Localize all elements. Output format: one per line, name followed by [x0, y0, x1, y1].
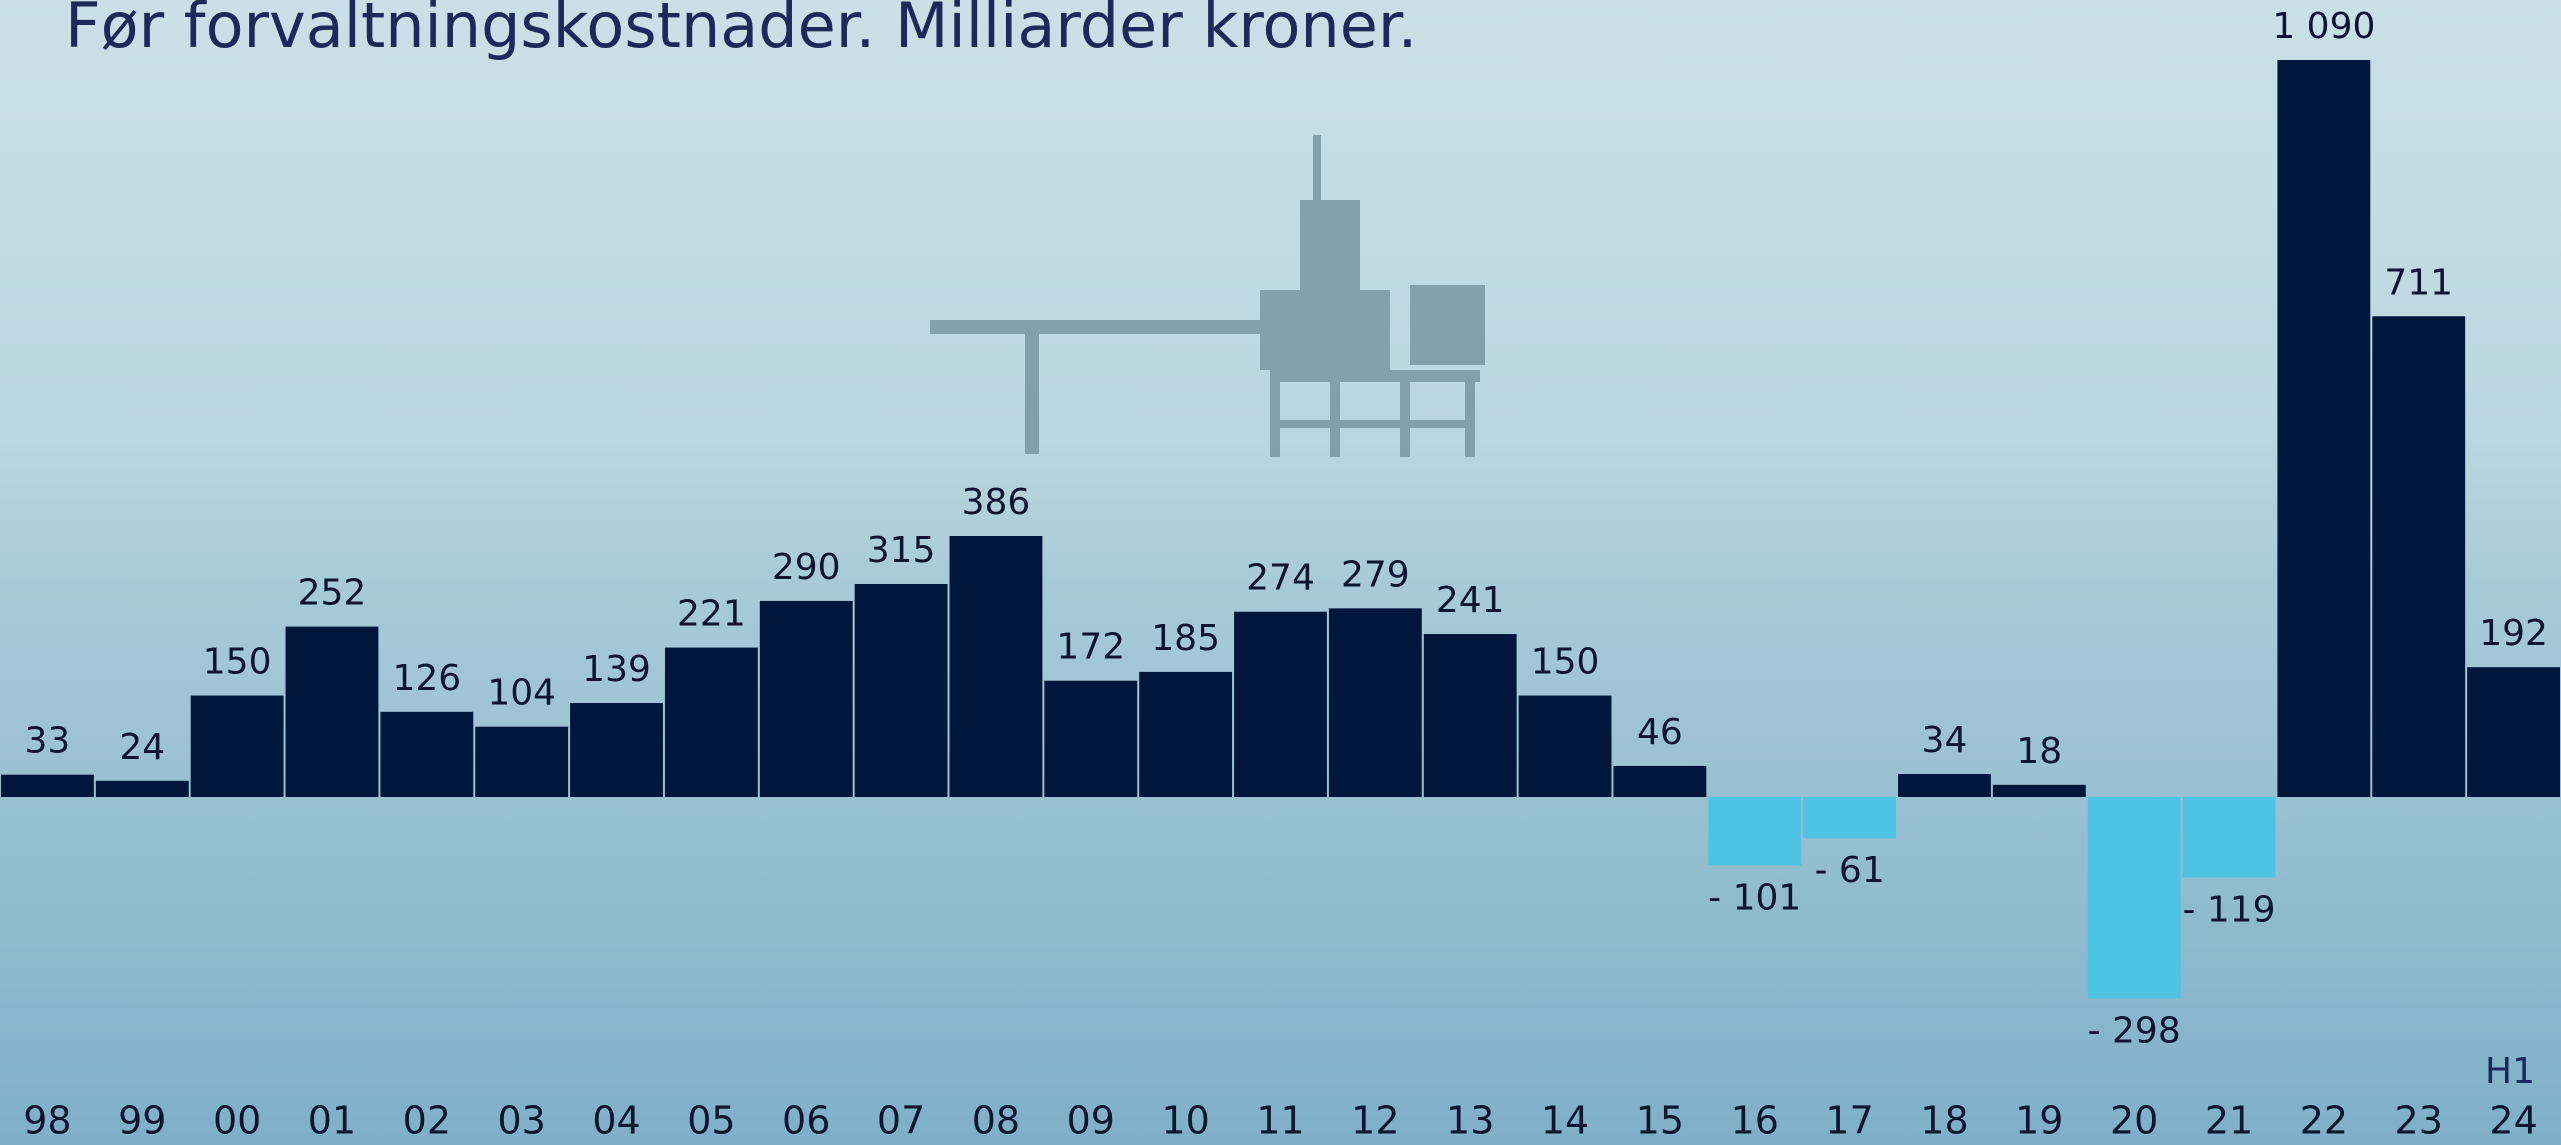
value-label: 386 — [962, 482, 1031, 523]
value-label: 46 — [1637, 712, 1683, 753]
x-tick-label: 01 — [308, 1099, 356, 1143]
bar — [1044, 680, 1138, 797]
bar — [285, 626, 379, 797]
x-tick-label: 03 — [498, 1099, 546, 1143]
value-label: 104 — [487, 673, 556, 714]
value-label: 185 — [1151, 618, 1220, 659]
x-tick-label: 11 — [1256, 1099, 1304, 1143]
x-tick-label: 12 — [1351, 1099, 1399, 1143]
x-tick-label: 05 — [687, 1099, 735, 1143]
bar — [2182, 797, 2276, 878]
x-tick-label: 99 — [118, 1099, 166, 1143]
bar — [570, 703, 663, 797]
annotation: H1 — [2485, 1051, 2535, 1092]
bar — [2467, 667, 2560, 797]
bar — [2277, 60, 2371, 797]
value-label: 274 — [1246, 558, 1315, 599]
x-tick-label: 18 — [1920, 1099, 1968, 1143]
bar — [2372, 316, 2466, 797]
bar — [190, 695, 284, 797]
x-tick-label: 10 — [1161, 1099, 1209, 1143]
bar — [1708, 797, 1802, 866]
x-tick-label: 98 — [23, 1099, 71, 1143]
value-label: - 298 — [2088, 1010, 2181, 1051]
bar — [759, 600, 853, 797]
oil-platform — [930, 135, 1485, 457]
bar — [664, 647, 758, 797]
value-label: 221 — [677, 594, 746, 635]
x-tick-label: 19 — [2015, 1099, 2063, 1143]
bar — [1992, 784, 2086, 797]
x-tick-label: 02 — [403, 1099, 451, 1143]
bar — [1139, 671, 1233, 797]
value-label: 172 — [1056, 627, 1125, 668]
x-tick-label: 14 — [1541, 1099, 1589, 1143]
x-tick-label: 20 — [2110, 1099, 2158, 1143]
x-tick-label: 07 — [877, 1099, 925, 1143]
bar — [1613, 765, 1707, 797]
x-tick-label: 21 — [2205, 1099, 2253, 1143]
x-tick-label: 06 — [782, 1099, 830, 1143]
value-label: 279 — [1341, 554, 1410, 595]
bar — [1898, 774, 1991, 797]
value-label: 252 — [298, 573, 367, 614]
value-label: 126 — [392, 658, 461, 699]
value-label: - 119 — [2182, 889, 2275, 930]
bar — [380, 711, 474, 797]
value-label: 192 — [2479, 613, 2548, 654]
value-label: - 101 — [1708, 877, 1801, 918]
value-label: 241 — [1436, 580, 1505, 621]
bar — [1803, 797, 1897, 839]
x-tick-label: 00 — [213, 1099, 261, 1143]
bar — [1234, 611, 1327, 797]
x-tick-label: 04 — [592, 1099, 640, 1143]
value-label: 34 — [1922, 720, 1968, 761]
bar — [949, 536, 1043, 797]
bar — [1423, 634, 1517, 797]
value-label: 24 — [119, 727, 165, 768]
value-label: 18 — [2016, 731, 2062, 772]
x-tick-label: 16 — [1731, 1099, 1779, 1143]
value-label: 150 — [1531, 642, 1600, 683]
chart-title: Før forvaltningskostnader. Milliarder kr… — [65, 0, 1417, 62]
bar — [1518, 695, 1612, 797]
x-tick-label: 17 — [1825, 1099, 1873, 1143]
bar — [1328, 608, 1422, 797]
value-label: 290 — [772, 547, 841, 588]
value-label: 1 090 — [2272, 6, 2375, 47]
x-tick-label: 24 — [2489, 1099, 2537, 1143]
value-label: - 61 — [1814, 850, 1884, 891]
value-label: 315 — [867, 530, 936, 571]
bar — [475, 726, 569, 797]
x-tick-label: 13 — [1446, 1099, 1494, 1143]
value-label: 33 — [25, 721, 71, 762]
x-tick-label: 22 — [2300, 1099, 2348, 1143]
x-tick-label: 15 — [1636, 1099, 1684, 1143]
value-label: 139 — [582, 649, 651, 690]
bar — [95, 780, 189, 797]
bar — [2087, 797, 2181, 999]
x-tick-label: 08 — [972, 1099, 1020, 1143]
value-label: 711 — [2384, 262, 2453, 303]
bar — [854, 584, 948, 797]
x-tick-label: 09 — [1067, 1099, 1115, 1143]
bar — [1, 774, 94, 797]
x-tick-label: 23 — [2395, 1099, 2443, 1143]
value-label: 150 — [203, 642, 272, 683]
